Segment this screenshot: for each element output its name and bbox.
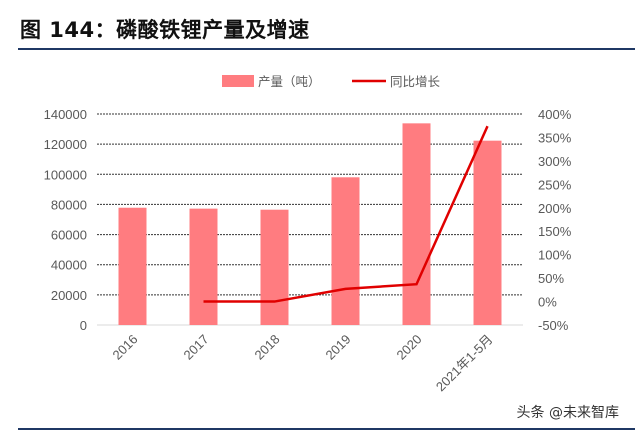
right-tick-label: 200%	[538, 201, 572, 216]
left-tick-label: 100000	[44, 167, 87, 182]
x-tick-label: 2019	[323, 332, 354, 363]
left-tick-label: 140000	[44, 107, 87, 122]
legend-swatch-bar	[222, 75, 254, 87]
bar-2016	[118, 207, 147, 325]
x-tick-label: 2020	[394, 332, 425, 363]
bar-2017	[189, 208, 218, 325]
right-tick-label: 100%	[538, 248, 572, 263]
right-tick-label: 250%	[538, 177, 572, 192]
x-tick-label: 2017	[181, 332, 212, 363]
x-tick-label: 2021年1-5月	[433, 332, 496, 395]
bar-2021年1-5月	[473, 140, 502, 325]
right-tick-label: 400%	[538, 107, 572, 122]
left-tick-label: 120000	[44, 137, 87, 152]
watermark: 头条 @未来智库	[516, 405, 619, 421]
right-tick-label: 50%	[538, 271, 564, 286]
legend-label-bar: 产量（吨）	[258, 74, 321, 89]
left-tick-label: 40000	[51, 258, 87, 273]
figure-title: 图 144：磷酸铁锂产量及增速	[20, 18, 310, 42]
legend-label-line: 同比增长	[390, 74, 441, 89]
right-tick-label: 300%	[538, 154, 572, 169]
left-tick-label: 60000	[51, 228, 87, 243]
legend: 产量（吨） 同比增长	[222, 74, 441, 89]
bottom-rule	[18, 428, 635, 430]
x-tick-label: 2016	[110, 332, 141, 363]
x-tick-label: 2018	[252, 332, 283, 363]
bar-2020	[402, 123, 431, 325]
right-tick-label: 0%	[538, 295, 557, 310]
right-tick-label: 350%	[538, 130, 572, 145]
right-tick-label: -50%	[538, 318, 569, 333]
left-tick-label: 20000	[51, 288, 87, 303]
top-rule	[18, 48, 635, 50]
right-tick-label: 150%	[538, 224, 572, 239]
bar-2018	[260, 209, 289, 325]
left-tick-label: 0	[80, 318, 87, 333]
left-tick-label: 80000	[51, 197, 87, 212]
bar-2019	[331, 177, 360, 325]
